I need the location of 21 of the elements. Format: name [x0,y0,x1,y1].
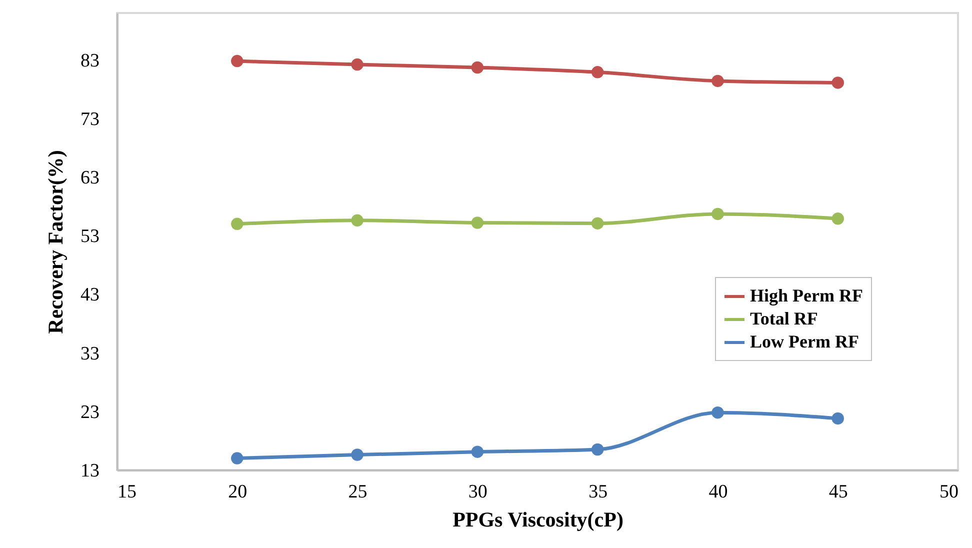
y-tick-label: 13 [80,460,100,482]
y-tick-label: 63 [80,168,100,189]
y-tick-label: 23 [80,402,100,423]
legend-label: Low Perm RF [750,332,859,352]
x-tick-label: 40 [708,482,728,502]
legend-label: High Perm RF [750,286,863,306]
y-tick-label: 83 [80,50,100,72]
x-tick-label: 50 [940,482,958,502]
y-tick-label: 73 [80,108,100,130]
x-tick-label: 20 [228,482,248,502]
y-tick-label: 43 [80,284,100,306]
x-axis-title: PPGs Viscosity(cP) [452,508,624,532]
x-tick-label: 45 [828,482,848,502]
x-tick-label: 30 [468,482,488,502]
x-tick-label: 15 [118,482,136,502]
y-axis-title: Recovery Factor(%) [44,150,68,334]
x-tick-label: 35 [588,482,608,502]
y-tick-label: 53 [80,226,100,248]
legend-label: Total RF [750,308,818,328]
y-tick-label: 33 [80,343,100,364]
x-tick-label: 25 [348,482,368,502]
